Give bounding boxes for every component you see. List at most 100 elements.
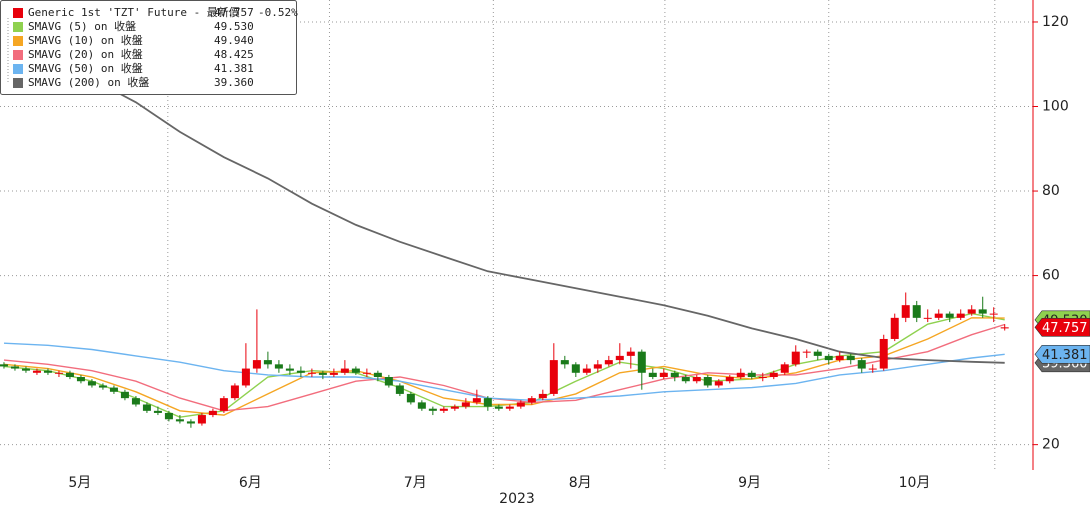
candle-body: [846, 355, 855, 361]
legend-label: SMAVG (5) on 收盤: [28, 19, 136, 33]
legend-swatch: [13, 50, 23, 60]
candle-body: [0, 364, 8, 367]
candle: [164, 410, 173, 422]
candle: [967, 305, 976, 316]
legend-label: SMAVG (10) on 收盤: [28, 33, 143, 47]
candle-body: [604, 360, 613, 365]
x-tick-label: 8月: [569, 475, 592, 491]
candle-body: [472, 398, 481, 403]
candle: [329, 368, 338, 378]
legend-label: SMAVG (20) on 收盤: [28, 47, 143, 61]
candle-body: [428, 408, 437, 411]
legend-value: 48.425: [214, 48, 254, 61]
candle-body: [912, 305, 921, 318]
candle-body: [560, 360, 569, 365]
candle: [406, 391, 415, 405]
candle: [395, 383, 404, 397]
candle: [450, 404, 459, 411]
candle-body: [802, 351, 811, 353]
candle-body: [791, 351, 800, 365]
candle-body: [923, 317, 932, 319]
candle-body: [571, 364, 580, 373]
candle-body: [120, 391, 129, 399]
candle-body: [725, 377, 734, 382]
y-tick-label: 80: [1042, 183, 1060, 199]
candle-body: [450, 406, 459, 409]
candle: [197, 412, 206, 426]
candle: [219, 396, 228, 413]
candle: [285, 364, 294, 375]
candle: [461, 398, 470, 409]
candle: [505, 404, 514, 411]
candle: [901, 292, 910, 323]
candle: [703, 374, 712, 388]
candle: [0, 362, 8, 369]
candle-body: [978, 309, 987, 314]
candle: [648, 368, 657, 380]
candle: [340, 360, 349, 375]
candle-body: [626, 351, 635, 356]
candle-body: [230, 385, 239, 399]
candle-body: [219, 398, 228, 411]
candle-body: [989, 313, 998, 315]
candle: [879, 334, 888, 371]
candle-body: [76, 377, 85, 382]
candle-body: [659, 372, 668, 378]
candle-body: [318, 372, 327, 375]
candle: [98, 383, 107, 390]
candle-body: [164, 412, 173, 420]
candle-body: [208, 410, 217, 416]
candle-body: [175, 419, 184, 422]
candle: [32, 368, 41, 375]
candle: [923, 309, 932, 323]
candle: [747, 370, 756, 380]
candle-body: [307, 372, 316, 374]
price-tag-label: 47.757: [1042, 321, 1088, 336]
candle: [802, 349, 811, 358]
candle-body: [549, 360, 558, 394]
candle: [516, 400, 525, 409]
candle-body: [582, 368, 591, 373]
x-tick-label: 9月: [738, 475, 761, 491]
candle-body: [835, 355, 844, 361]
candle: [263, 351, 272, 369]
candle: [626, 347, 635, 369]
candle: [934, 309, 943, 320]
candle: [604, 355, 613, 367]
candle-body: [516, 402, 525, 407]
candle-body: [142, 404, 151, 411]
candle-body: [670, 372, 679, 378]
candle: [65, 370, 74, 380]
candle: [571, 362, 580, 378]
candle-body: [483, 398, 492, 407]
candle: [813, 349, 822, 361]
candle-body: [340, 368, 349, 373]
candle-body: [32, 370, 41, 373]
candle-body: [109, 387, 118, 392]
candle-body: [197, 415, 206, 424]
candle-body: [615, 355, 624, 361]
candle-body: [98, 385, 107, 388]
candle-body: [681, 377, 690, 382]
candle: [681, 374, 690, 384]
x-tick-label: 7月: [404, 475, 427, 491]
candle: [142, 402, 151, 413]
candle-body: [769, 372, 778, 378]
candle: [791, 345, 800, 367]
candle: [87, 379, 96, 388]
candle-body: [967, 309, 976, 314]
candle: [252, 309, 261, 373]
candle-body: [439, 408, 448, 411]
candle: [978, 296, 987, 318]
legend-swatch: [13, 22, 23, 32]
legend-label: SMAVG (50) on 收盤: [28, 61, 143, 75]
candle-body: [890, 317, 899, 339]
candle: [54, 370, 63, 378]
candle-body: [857, 360, 866, 369]
legend-label: Generic 1st 'TZT' Future - 最新價: [28, 5, 240, 19]
candle: [890, 313, 899, 342]
candle-body: [692, 377, 701, 382]
candle: [549, 343, 558, 397]
